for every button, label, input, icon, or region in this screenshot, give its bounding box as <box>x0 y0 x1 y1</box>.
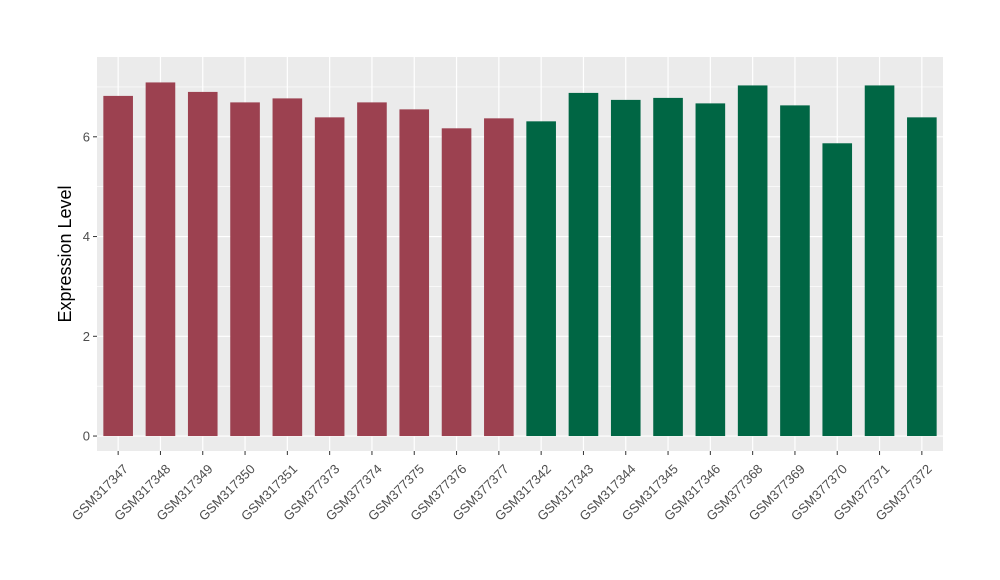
bar-GSM377374 <box>357 102 387 437</box>
bar-GSM317344 <box>610 99 641 437</box>
y-tick-label: 6 <box>83 129 90 144</box>
y-axis: 0 2 4 6 <box>83 129 97 444</box>
bar-GSM317345 <box>653 97 683 437</box>
bar-GSM377371 <box>864 85 895 437</box>
bar-GSM317348 <box>145 82 176 437</box>
y-axis-title: Expression Level <box>55 185 75 322</box>
bar-GSM377369 <box>780 105 810 437</box>
x-axis: GSM317347GSM317348GSM317349GSM317350GSM3… <box>69 451 935 524</box>
bars <box>103 82 937 437</box>
bar-GSM377376 <box>441 128 472 437</box>
bar-GSM377373 <box>314 117 345 437</box>
bar-GSM317350 <box>230 102 260 437</box>
bar-GSM317342 <box>526 121 556 437</box>
bar-GSM377372 <box>907 117 937 437</box>
bar-GSM317351 <box>272 98 303 437</box>
bar-GSM317346 <box>695 103 726 437</box>
bar-GSM317347 <box>103 95 133 437</box>
bar-GSM317343 <box>568 92 599 437</box>
bar-GSM377375 <box>399 109 430 437</box>
y-tick-label: 2 <box>83 329 90 344</box>
bar-GSM317349 <box>187 91 218 437</box>
plot-panel <box>97 57 943 451</box>
bar-GSM377370 <box>822 143 853 437</box>
y-tick-label: 4 <box>83 229 90 244</box>
bar-GSM377377 <box>484 118 514 437</box>
y-tick-label: 0 <box>83 429 90 444</box>
bar-GSM377368 <box>737 85 768 437</box>
